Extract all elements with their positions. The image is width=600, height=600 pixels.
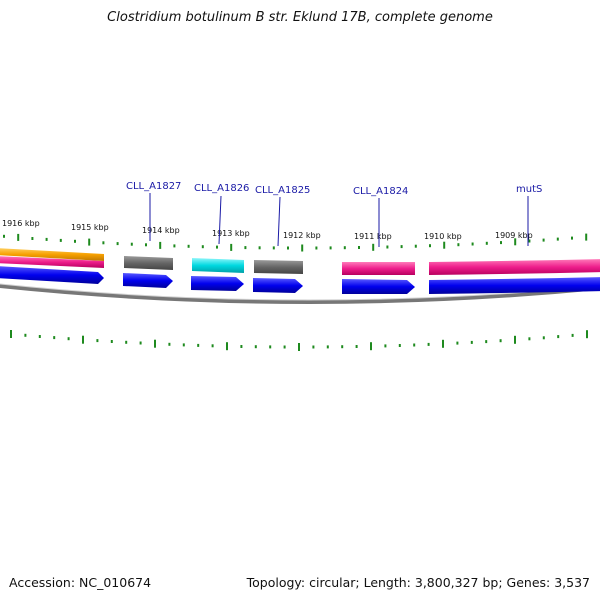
gene-label-muts[interactable]: mutS: [516, 184, 542, 195]
tick-label-1913: 1913 kbp: [212, 229, 250, 238]
cds-arrow-6[interactable]: [429, 277, 600, 294]
leader-line-cll-a1825: [277, 196, 281, 247]
cds-arrow-5[interactable]: [342, 279, 415, 294]
inner-scale-ticks: [10, 330, 588, 351]
tick-label-1910: 1910 kbp: [424, 232, 462, 241]
gene-feature-cll-a1827[interactable]: [124, 256, 173, 270]
tick-label-1912: 1912 kbp: [283, 231, 321, 240]
tick-label-1914: 1914 kbp: [142, 226, 180, 235]
cds-arrow-3[interactable]: [191, 276, 244, 291]
gene-feature-pink-left[interactable]: [0, 256, 104, 268]
genome-summary-text: Topology: circular; Length: 3,800,327 bp…: [246, 575, 590, 590]
tick-label-1911: 1911 kbp: [354, 232, 392, 241]
map-title: Clostridium botulinum B str. Eklund 17B,…: [107, 10, 493, 25]
tick-label-1916: 1916 kbp: [2, 219, 40, 228]
gene-label-cll-a1825[interactable]: CLL_A1825: [255, 185, 310, 196]
genome-backbone: [0, 284, 600, 305]
cds-arrow-4[interactable]: [253, 278, 303, 293]
gene-feature-orange[interactable]: [0, 248, 104, 261]
tick-label-1915: 1915 kbp: [71, 223, 109, 232]
leader-line-cll-a1826: [218, 195, 222, 245]
cds-arrow-1[interactable]: [0, 266, 104, 284]
tick-label-1909: 1909 kbp: [495, 231, 533, 240]
gene-feature-cll-a1826[interactable]: [192, 258, 244, 273]
outer-scale-ticks: [3, 233, 588, 252]
accession-text: Accession: NC_010674: [9, 575, 152, 590]
gene-label-cll-a1824[interactable]: CLL_A1824: [353, 186, 408, 197]
gene-label-cll-a1826[interactable]: CLL_A1826: [194, 183, 249, 194]
gene-feature-muts[interactable]: [429, 259, 600, 275]
gene-feature-cll-a1825[interactable]: [254, 260, 303, 274]
gene-feature-cll-a1824[interactable]: [342, 262, 415, 275]
cds-arrow-2[interactable]: [123, 273, 173, 288]
gene-label-cll-a1827[interactable]: CLL_A1827: [126, 181, 181, 192]
